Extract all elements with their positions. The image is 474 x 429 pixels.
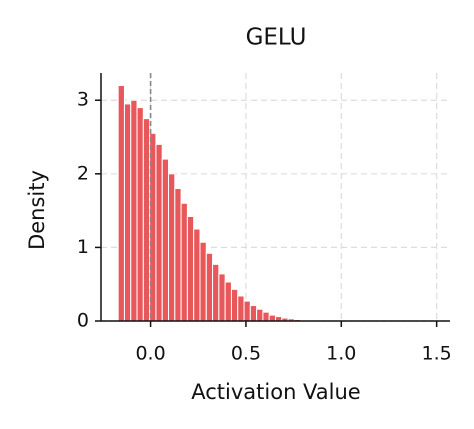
bar bbox=[136, 107, 144, 322]
bar bbox=[186, 216, 195, 322]
bar bbox=[224, 281, 232, 322]
x-axis-label: Activation Value bbox=[191, 380, 360, 404]
y-tick-label: 0 bbox=[77, 310, 89, 332]
bar bbox=[262, 311, 270, 322]
y-tick-label: 2 bbox=[77, 162, 89, 184]
bar bbox=[218, 273, 226, 322]
bar bbox=[130, 99, 138, 322]
bar bbox=[142, 118, 151, 322]
x-tick-label: 0.0 bbox=[135, 343, 165, 365]
y-axis-label: Density bbox=[25, 170, 49, 250]
bar bbox=[243, 300, 251, 322]
y-tick-label: 1 bbox=[77, 236, 89, 258]
x-tick-label: 1.5 bbox=[422, 343, 452, 365]
x-tick-label: 1.0 bbox=[326, 343, 356, 365]
chart-title: GELU bbox=[246, 25, 307, 51]
bar bbox=[193, 228, 201, 322]
bar bbox=[174, 188, 182, 322]
bar bbox=[230, 288, 239, 322]
bar bbox=[123, 103, 132, 322]
bar bbox=[205, 252, 214, 322]
bar bbox=[180, 202, 188, 322]
bar bbox=[161, 158, 170, 322]
y-tick-label: 3 bbox=[77, 89, 89, 111]
bar bbox=[249, 305, 258, 322]
bar bbox=[117, 85, 125, 322]
bar bbox=[155, 143, 163, 322]
bar bbox=[199, 241, 207, 322]
bar bbox=[256, 308, 264, 322]
x-tick-label: 0.5 bbox=[231, 343, 261, 365]
bar bbox=[268, 314, 276, 322]
bar bbox=[168, 173, 176, 322]
bar bbox=[237, 295, 245, 322]
bar bbox=[212, 263, 220, 322]
